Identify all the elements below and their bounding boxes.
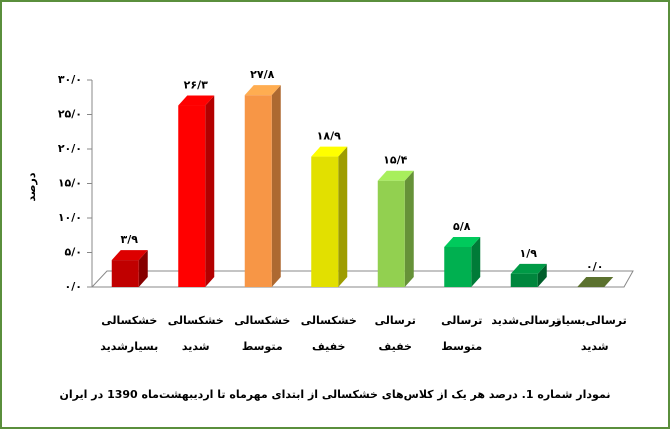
- y-axis-label: درصد: [25, 172, 38, 201]
- x-tick-label: ترسالی‌بسیار شدید: [555, 314, 627, 353]
- bar-top: [577, 277, 614, 287]
- bar: [444, 246, 472, 287]
- x-tick-label: خشکسالی خفیف: [300, 314, 357, 353]
- x-tick-label: ترسالی خفیف: [374, 314, 416, 353]
- x-tick-label: ترسالی‌شدید: [491, 314, 561, 327]
- bar-top: [377, 170, 414, 181]
- x-tick-label: خشکسالی شدید: [167, 314, 224, 353]
- x-tick-label: خشکسالی متوسط: [234, 314, 291, 353]
- value-label: ۲۷/۸: [250, 68, 274, 81]
- bar: [510, 273, 538, 287]
- bar-top: [510, 263, 547, 274]
- value-label: ۱۸/۹: [317, 130, 341, 143]
- value-label: ۱۵/۴: [383, 154, 407, 167]
- x-tick-label: خشکسالی بسیارشدید: [100, 314, 159, 353]
- bar: [377, 180, 405, 287]
- bar-top: [178, 95, 215, 106]
- y-tick-label: ۰/۰: [65, 280, 82, 293]
- value-label: ۳/۹: [121, 233, 139, 246]
- bar: [311, 156, 339, 287]
- y-tick-label: ۲۵/۰: [58, 108, 82, 121]
- chart-title: نمودار شماره 1. درصد هر یک از کلاس‌های خ…: [59, 388, 611, 401]
- bar-side: [271, 85, 281, 288]
- value-label: ۲۶/۳: [184, 79, 208, 92]
- bar-side: [338, 146, 348, 287]
- bar-side: [205, 95, 215, 287]
- bar-side: [471, 236, 481, 287]
- x-tick-label: ترسالی متوسط: [441, 314, 483, 353]
- bar-side: [537, 263, 547, 287]
- floor: [90, 270, 634, 288]
- y-tick-label: ۱۵/۰: [58, 177, 82, 190]
- bar-side: [138, 250, 148, 287]
- value-label: ۵/۸: [453, 220, 471, 233]
- bar-top: [111, 250, 148, 261]
- bar: [244, 95, 272, 288]
- y-tick-label: ۲۰/۰: [58, 142, 82, 155]
- bar-side: [404, 170, 414, 287]
- bar-top: [444, 236, 481, 247]
- bar: [111, 260, 139, 287]
- bar-top: [311, 146, 348, 157]
- y-tick-label: ۱۰/۰: [58, 211, 82, 224]
- y-tick-label: ۵/۰: [65, 246, 82, 259]
- y-tick-label: ۳۰/۰: [58, 73, 82, 86]
- value-label: ۰/۰: [586, 260, 603, 273]
- bar-top: [244, 85, 281, 96]
- value-label: ۱/۹: [520, 247, 538, 260]
- bar: [178, 105, 206, 287]
